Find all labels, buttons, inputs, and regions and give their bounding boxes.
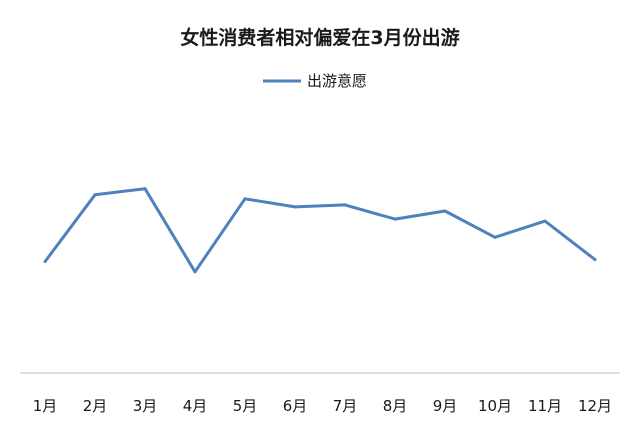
data-point-11 bbox=[593, 258, 597, 262]
x-tick-label-8: 9月 bbox=[433, 397, 458, 415]
x-axis-ticks: 1月 2月 3月 4月 5月 6月 7月 8月 9月 10月 11月 12月 bbox=[33, 397, 612, 415]
legend: 出游意愿 bbox=[263, 72, 367, 90]
data-point-8 bbox=[443, 209, 447, 213]
data-point-10 bbox=[543, 219, 547, 223]
x-tick-label-7: 8月 bbox=[383, 397, 408, 415]
data-point-6 bbox=[343, 203, 347, 207]
data-point-1 bbox=[93, 193, 97, 197]
data-point-3 bbox=[193, 270, 197, 274]
x-tick-label-6: 7月 bbox=[333, 397, 358, 415]
x-tick-label-10: 11月 bbox=[528, 397, 562, 415]
plot-area bbox=[43, 187, 597, 274]
x-tick-label-9: 10月 bbox=[478, 397, 512, 415]
x-tick-label-4: 5月 bbox=[233, 397, 258, 415]
data-point-9 bbox=[493, 235, 497, 239]
x-tick-label-0: 1月 bbox=[33, 397, 58, 415]
data-point-2 bbox=[143, 187, 147, 191]
chart-title: 女性消费者相对偏爱在3月份出游 bbox=[180, 26, 459, 49]
data-point-7 bbox=[393, 217, 397, 221]
series-line-0 bbox=[43, 187, 596, 274]
x-tick-label-11: 12月 bbox=[578, 397, 612, 415]
x-tick-label-2: 3月 bbox=[133, 397, 158, 415]
data-point-5 bbox=[293, 205, 297, 209]
x-tick-label-1: 2月 bbox=[83, 397, 108, 415]
x-tick-label-3: 4月 bbox=[183, 397, 208, 415]
legend-label-0: 出游意愿 bbox=[307, 72, 367, 90]
data-point-0 bbox=[43, 260, 47, 264]
data-point-4 bbox=[243, 197, 247, 201]
x-tick-label-5: 6月 bbox=[283, 397, 308, 415]
